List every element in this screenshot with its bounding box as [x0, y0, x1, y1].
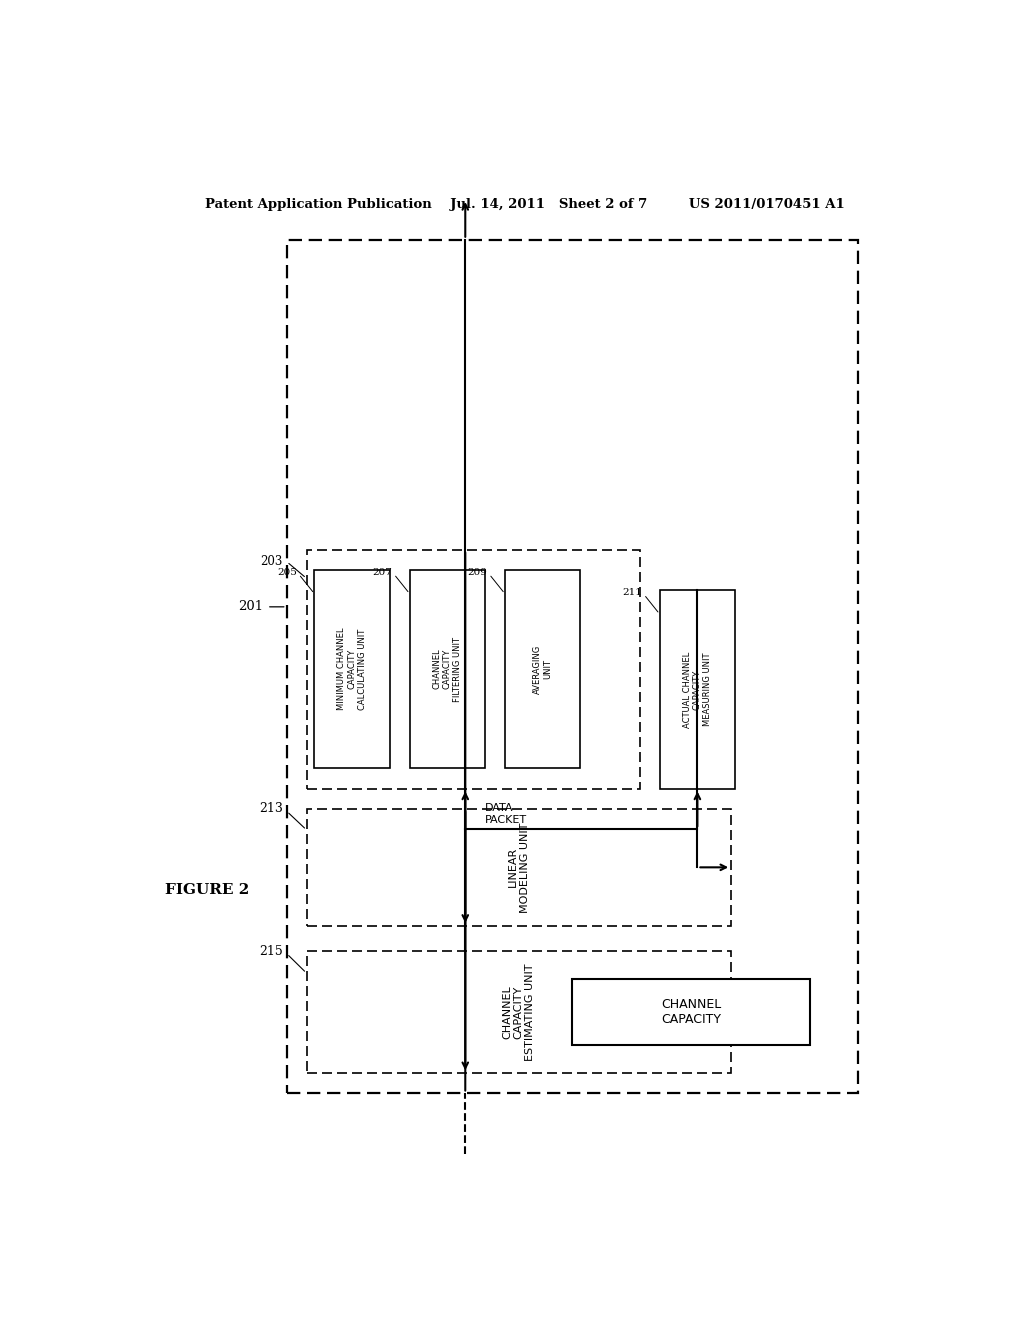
- Text: 201: 201: [238, 601, 263, 614]
- Bar: [306, 952, 731, 1073]
- Bar: [306, 809, 731, 925]
- Text: CHANNEL
CAPACITY
ESTIMATING UNIT: CHANNEL CAPACITY ESTIMATING UNIT: [502, 964, 536, 1061]
- Text: MINIMUM CHANNEL
CAPACITY
CALCULATING UNIT: MINIMUM CHANNEL CAPACITY CALCULATING UNI…: [337, 628, 367, 710]
- Text: 215: 215: [259, 945, 283, 958]
- Text: FIGURE 2: FIGURE 2: [165, 883, 250, 898]
- Text: AVERAGING
UNIT: AVERAGING UNIT: [532, 644, 552, 694]
- Text: 213: 213: [259, 803, 283, 816]
- Bar: [287, 240, 858, 1093]
- Bar: [572, 979, 811, 1045]
- Bar: [659, 590, 735, 788]
- Text: DATA
PACKET: DATA PACKET: [485, 803, 527, 825]
- Text: 209: 209: [468, 568, 487, 577]
- Text: CHANNEL
CAPACITY: CHANNEL CAPACITY: [662, 998, 722, 1026]
- Text: ACTUAL CHANNEL
CAPACITY
MEASURING UNIT: ACTUAL CHANNEL CAPACITY MEASURING UNIT: [683, 651, 713, 727]
- Text: LINEAR
MODELING UNIT: LINEAR MODELING UNIT: [508, 822, 529, 912]
- Bar: [306, 549, 640, 788]
- Text: Patent Application Publication    Jul. 14, 2011   Sheet 2 of 7         US 2011/0: Patent Application Publication Jul. 14, …: [205, 198, 845, 211]
- Bar: [505, 570, 581, 768]
- Bar: [314, 570, 390, 768]
- Bar: [410, 570, 485, 768]
- Text: CHANNEL
CAPACITY
FILTERING UNIT: CHANNEL CAPACITY FILTERING UNIT: [432, 636, 462, 702]
- Text: 211: 211: [623, 587, 642, 597]
- Text: 205: 205: [278, 568, 297, 577]
- Text: 207: 207: [373, 568, 392, 577]
- Text: 203: 203: [260, 556, 283, 568]
